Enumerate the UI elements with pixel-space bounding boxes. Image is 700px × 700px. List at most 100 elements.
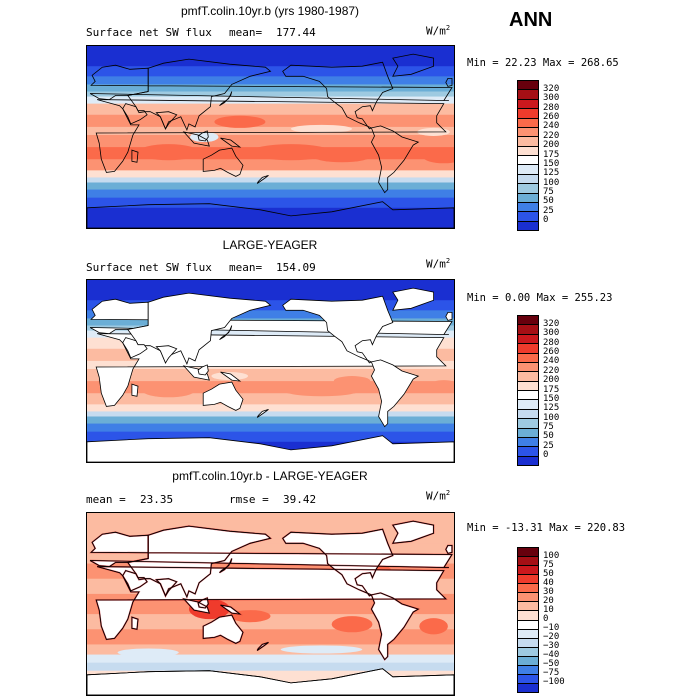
field-feature — [214, 115, 266, 128]
colorbar-tick-label: 280 — [543, 337, 560, 348]
world-map-observations — [86, 279, 455, 463]
field-feature — [333, 376, 371, 387]
coastline-india — [155, 345, 178, 364]
coastline-arabia — [122, 337, 148, 359]
field-band — [87, 91, 454, 98]
colorbar-tick-label: 0 — [543, 614, 549, 624]
field-band — [87, 177, 454, 183]
coastline-outline — [282, 528, 394, 597]
units-label: W/m2 — [426, 257, 451, 271]
colorbar-tick-label: 200 — [543, 140, 560, 151]
field-band — [87, 159, 454, 171]
field-band — [87, 182, 454, 191]
panel-title: pmfT.colin.10yr.b (yrs 1980-1987) — [180, 4, 360, 18]
coastline-outline — [197, 597, 209, 609]
panel-title: LARGE-YEAGER — [222, 238, 318, 252]
colorbar-tick-label: −75 — [543, 668, 560, 679]
colorbar-tick-label: 75 — [543, 187, 554, 197]
mean-value: 23.35 — [140, 493, 174, 506]
field-feature — [290, 124, 353, 133]
field-feature — [423, 151, 454, 164]
field-feature — [280, 382, 363, 397]
field-band — [87, 310, 454, 319]
field-band — [87, 629, 454, 645]
coastline-outline — [392, 520, 435, 544]
colorbar-tick-label: 50 — [543, 196, 554, 207]
colorbar-tick-label: 320 — [543, 83, 560, 94]
coastline-australia — [202, 147, 244, 177]
coastline-madagascar — [131, 149, 139, 163]
coastline-outline — [256, 642, 269, 651]
coastline-outline — [220, 604, 242, 615]
world-map-difference — [86, 512, 455, 696]
units-label: W/m2 — [426, 24, 451, 38]
world-map-model — [86, 45, 455, 229]
coastline-uk — [445, 312, 453, 321]
coastline-outline — [95, 566, 447, 640]
colorbar-tick-label: 240 — [543, 121, 560, 132]
coastline-outline — [445, 545, 453, 554]
min-max-readout: Min = 0.00 Max = 255.23 — [467, 292, 613, 304]
coastline-uk — [445, 78, 453, 87]
colorbar-tick-label: −100 — [543, 677, 565, 688]
colorbar-tick-label: 0 — [543, 215, 549, 226]
coastline-outline — [127, 525, 272, 598]
field-band — [87, 654, 454, 664]
coastline-africa — [95, 99, 447, 173]
coastline-outline — [122, 570, 148, 592]
min-max-readout: Min = -13.31 Max = 220.83 — [467, 522, 626, 534]
colorbar-tick-label: 240 — [543, 356, 560, 367]
mean-value: 177.44 — [276, 26, 316, 39]
colorbar-tick-label: 260 — [543, 347, 560, 357]
colorbar-tick-label: 300 — [543, 93, 560, 104]
coastline-madagascar — [131, 383, 139, 397]
coastline-japan — [219, 91, 233, 107]
rmse-label: rmse = — [229, 493, 269, 506]
field-band — [87, 197, 454, 209]
coastline-asia — [127, 58, 272, 131]
colorbar-tick-label: 10 — [543, 604, 554, 615]
field-feature — [280, 645, 363, 654]
coastline-japan — [219, 325, 233, 341]
field-band — [87, 126, 454, 136]
field-feature — [419, 618, 448, 635]
coastline-outline — [89, 531, 453, 568]
coastline-greenland — [392, 287, 435, 311]
field-band — [87, 662, 454, 672]
panel-title: pmfT.colin.10yr.b - LARGE-YEAGER — [172, 469, 368, 483]
colorbar-tick-label: 150 — [543, 158, 560, 169]
colorbar-tick-label: 100 — [543, 177, 560, 188]
field-feature — [311, 148, 373, 163]
field-band — [87, 189, 454, 199]
coastline-indonesia — [182, 365, 210, 381]
colorbar-tick-label: 25 — [543, 205, 554, 216]
field-band — [87, 46, 454, 67]
colorbar-tick-label: 280 — [543, 102, 560, 113]
coastline-arabia — [122, 103, 148, 125]
colorbar-tick-label: 125 — [543, 168, 560, 179]
colorbar-tick-label: 75 — [543, 422, 554, 432]
colorbar-tick-label: 320 — [543, 318, 560, 329]
coastline-outline — [182, 598, 210, 614]
coastline-greenland — [392, 53, 435, 77]
colorbar-tick-label: 100 — [543, 412, 560, 423]
colorbar-tick-label: −40 — [543, 650, 560, 661]
colorbar-tick-label: −20 — [543, 632, 560, 643]
colorbar-tick-label: −50 — [543, 659, 560, 670]
colorbar-tick-label: 220 — [543, 365, 560, 376]
colorbar-tick-label: 40 — [543, 577, 554, 588]
colorbar: 100 75 50 40 30 20 10 0 −10 −20 −30 −40 −50 −75 −100 — [517, 547, 597, 693]
coastline-samerica — [370, 359, 420, 428]
field-band — [87, 431, 454, 443]
coastline-nz — [256, 175, 269, 184]
coastline-outline — [155, 578, 178, 597]
field-band — [87, 103, 454, 116]
field-band — [87, 96, 454, 105]
colorbar-tick-label: 175 — [543, 149, 560, 160]
colorbar-tick-label: 300 — [543, 328, 560, 339]
coastline-antarctica — [87, 435, 454, 462]
colorbar: 320 300 280 260 240 220 200 175 150 125 100 75 50 25 0 — [517, 80, 597, 231]
variable-label: Surface net SW flux — [86, 261, 212, 274]
coastline-newguinea — [220, 137, 242, 148]
units-label: W/m2 — [426, 489, 451, 503]
